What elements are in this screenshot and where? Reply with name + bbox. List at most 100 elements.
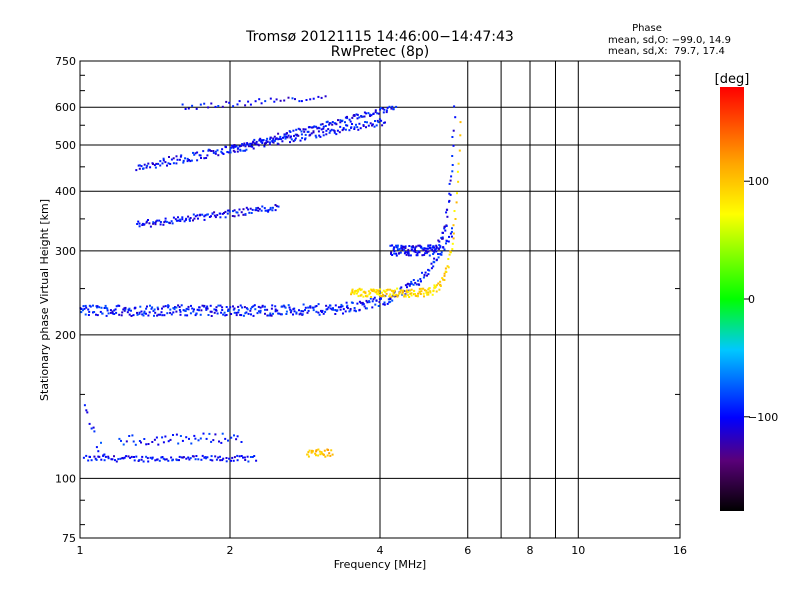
echo-point	[146, 164, 149, 167]
echo-point	[266, 140, 269, 143]
echo-point	[312, 97, 315, 100]
echo-point	[169, 438, 172, 441]
echo-point	[179, 220, 182, 222]
echo-point	[339, 125, 342, 128]
echo-point	[315, 305, 318, 307]
echo-point	[433, 284, 436, 287]
echo-point	[138, 164, 141, 167]
echo-point	[372, 298, 375, 301]
echo-point	[194, 437, 197, 440]
echo-point	[373, 296, 376, 299]
echo-point	[189, 160, 192, 163]
echo-point	[429, 291, 432, 294]
echo-point	[231, 215, 234, 217]
echo-point	[138, 222, 141, 225]
echo-point	[451, 155, 454, 157]
echo-point	[194, 314, 197, 317]
echo-point	[328, 123, 331, 126]
echo-point	[201, 454, 204, 457]
echo-point	[365, 299, 368, 302]
echo-point	[123, 456, 126, 459]
echo-point	[271, 140, 274, 143]
echo-point	[459, 121, 462, 124]
echo-point	[447, 258, 450, 260]
echo-point	[426, 251, 429, 253]
echo-point	[257, 209, 260, 212]
echo-point	[439, 283, 442, 286]
echo-point	[170, 220, 173, 223]
echo-point	[356, 113, 359, 116]
echo-point	[177, 442, 180, 445]
echo-point	[325, 308, 328, 311]
echo-point	[104, 455, 107, 458]
echo-point	[218, 440, 220, 443]
echo-point	[397, 252, 400, 255]
echo-point	[249, 309, 252, 312]
echo-point	[269, 138, 272, 141]
echo-point	[252, 147, 255, 150]
echo-point	[269, 206, 272, 209]
echo-point	[249, 103, 252, 106]
echo-point	[106, 309, 109, 312]
echo-point	[404, 247, 407, 250]
echo-point	[456, 192, 458, 195]
echo-point	[96, 305, 99, 308]
echo-point	[118, 304, 121, 307]
echo-point	[160, 456, 163, 459]
echo-point	[277, 143, 280, 146]
echo-point	[432, 250, 435, 253]
echo-point	[363, 115, 366, 118]
echo-point	[99, 310, 102, 313]
echo-point	[153, 164, 156, 167]
echo-point	[114, 459, 116, 462]
echo-point	[185, 217, 188, 220]
echo-point	[167, 459, 170, 462]
echo-point	[318, 313, 321, 316]
echo-point	[328, 131, 331, 134]
echo-point	[357, 288, 359, 291]
echo-point	[273, 139, 276, 142]
echo-point	[441, 231, 444, 234]
echo-point	[315, 449, 318, 452]
echo-point	[432, 265, 435, 268]
echo-point	[157, 313, 160, 316]
echo-point	[333, 131, 336, 134]
echo-point	[292, 140, 295, 143]
echo-point	[207, 148, 210, 151]
echo-point	[85, 409, 88, 412]
echo-point	[168, 156, 170, 158]
echo-point	[451, 248, 454, 251]
echo-point	[245, 206, 248, 209]
echo-point	[192, 310, 195, 313]
echo-point	[232, 308, 235, 311]
echo-point	[327, 449, 330, 451]
echo-point	[231, 456, 234, 459]
echo-point	[345, 124, 347, 127]
echo-point	[269, 208, 272, 211]
echo-point	[288, 306, 291, 309]
echo-point	[196, 308, 199, 311]
echo-point	[216, 149, 219, 152]
echo-point	[450, 230, 453, 233]
echo-point	[311, 126, 314, 129]
echo-point	[446, 215, 449, 218]
echo-point	[140, 458, 143, 461]
echo-point	[228, 457, 231, 460]
echo-point	[284, 133, 287, 136]
echo-point	[388, 105, 391, 108]
echo-point	[367, 124, 370, 127]
echo-point	[264, 209, 267, 212]
echo-point	[167, 162, 170, 165]
echo-point	[274, 209, 277, 212]
echo-point	[390, 251, 393, 254]
echo-point	[266, 314, 269, 317]
echo-point	[200, 458, 203, 461]
echo-point	[353, 307, 356, 309]
echo-point	[236, 103, 239, 106]
echo-point	[361, 301, 364, 304]
echo-point	[351, 123, 353, 125]
echo-point	[324, 310, 327, 313]
echo-point	[199, 213, 202, 216]
echo-point	[242, 208, 245, 211]
echo-point	[217, 105, 220, 107]
